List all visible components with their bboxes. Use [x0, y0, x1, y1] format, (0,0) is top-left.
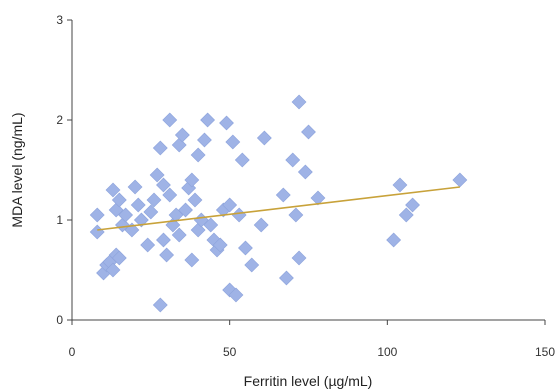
data-point — [231, 207, 247, 223]
data-point — [392, 177, 408, 193]
data-points — [89, 94, 468, 313]
data-point — [225, 134, 241, 150]
data-point — [159, 247, 175, 263]
data-point — [452, 172, 468, 188]
data-point — [156, 232, 171, 248]
data-point — [105, 262, 121, 278]
data-point — [162, 187, 178, 203]
data-point — [301, 124, 316, 140]
x-tick-label: 150 — [535, 345, 555, 359]
data-point — [275, 187, 291, 203]
data-point — [162, 112, 178, 128]
trend-line-group — [97, 186, 460, 231]
data-point — [178, 202, 193, 218]
data-point — [156, 177, 171, 193]
x-tick-label: 50 — [223, 345, 237, 359]
data-point — [133, 212, 149, 228]
data-point — [398, 207, 414, 223]
data-point — [238, 240, 253, 256]
axes — [71, 20, 545, 321]
y-tick-label: 0 — [56, 313, 63, 327]
data-point — [197, 132, 212, 148]
data-point — [168, 207, 184, 223]
y-axis-title: MDA level (ng/mL) — [9, 112, 25, 227]
data-point — [291, 250, 307, 266]
trend-line — [97, 186, 460, 231]
data-point — [203, 217, 219, 233]
data-point — [140, 237, 156, 253]
data-point — [118, 207, 134, 223]
y-tick-label: 1 — [56, 213, 63, 227]
data-point — [285, 152, 301, 168]
data-point — [115, 217, 130, 233]
data-point — [174, 127, 190, 143]
data-point — [291, 94, 307, 110]
data-point — [219, 115, 234, 131]
data-point — [297, 164, 313, 180]
data-point — [200, 112, 216, 128]
data-point — [171, 227, 187, 243]
data-point — [149, 167, 165, 183]
data-point — [184, 252, 200, 268]
data-point — [256, 130, 272, 146]
data-point — [105, 182, 121, 198]
data-point — [127, 179, 143, 195]
data-point — [222, 197, 238, 213]
data-point — [184, 172, 200, 188]
data-point — [143, 204, 159, 220]
data-point — [405, 197, 420, 213]
data-point — [288, 207, 304, 223]
data-point — [190, 147, 206, 163]
y-tick-label: 3 — [56, 13, 63, 27]
data-point — [228, 287, 244, 303]
x-tick-label: 100 — [377, 345, 397, 359]
data-point — [279, 270, 294, 286]
x-axis-title: Ferritin level (µg/mL) — [244, 373, 373, 389]
data-point — [89, 224, 105, 240]
data-point — [212, 237, 228, 253]
data-point — [152, 297, 168, 313]
data-point — [386, 232, 402, 248]
ticks: 0 1 2 3 0 50 100 150 — [56, 13, 555, 359]
data-point — [111, 192, 127, 208]
data-point — [234, 152, 250, 168]
data-point — [187, 192, 203, 208]
y-tick-label: 2 — [56, 113, 63, 127]
x-tick-label: 0 — [69, 345, 76, 359]
data-point — [146, 192, 162, 208]
data-point — [152, 140, 168, 156]
data-point — [253, 217, 269, 233]
data-point — [310, 190, 326, 206]
data-point — [89, 207, 105, 223]
data-point — [244, 257, 260, 273]
data-point — [111, 250, 127, 266]
data-point — [130, 197, 146, 213]
